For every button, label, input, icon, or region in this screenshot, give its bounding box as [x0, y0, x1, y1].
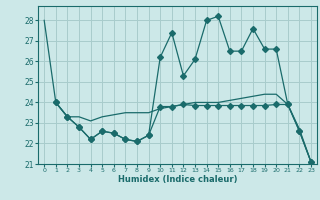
X-axis label: Humidex (Indice chaleur): Humidex (Indice chaleur) [118, 175, 237, 184]
